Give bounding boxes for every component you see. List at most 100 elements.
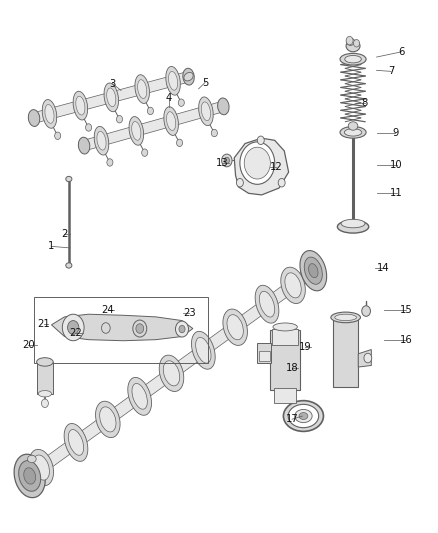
Circle shape [224, 157, 230, 164]
Circle shape [211, 130, 217, 137]
Circle shape [177, 139, 183, 147]
Ellipse shape [78, 137, 90, 154]
Circle shape [278, 179, 285, 187]
Circle shape [62, 314, 84, 341]
Text: 6: 6 [399, 47, 405, 56]
Ellipse shape [223, 309, 247, 345]
Text: 16: 16 [400, 335, 413, 345]
Ellipse shape [183, 68, 194, 85]
Text: 14: 14 [377, 263, 390, 272]
Circle shape [362, 306, 371, 317]
Circle shape [67, 320, 79, 334]
Circle shape [346, 36, 353, 45]
Text: 22: 22 [69, 328, 82, 338]
Text: 19: 19 [299, 342, 311, 352]
Circle shape [222, 154, 232, 167]
Text: 21: 21 [38, 319, 50, 329]
Circle shape [178, 99, 184, 107]
Circle shape [176, 321, 188, 337]
Ellipse shape [33, 455, 49, 480]
Ellipse shape [24, 468, 35, 484]
Text: 2: 2 [61, 229, 68, 239]
Text: 20: 20 [22, 340, 35, 350]
Ellipse shape [28, 455, 36, 463]
Ellipse shape [29, 449, 53, 486]
Ellipse shape [99, 407, 116, 432]
Ellipse shape [273, 323, 297, 331]
Circle shape [102, 322, 110, 333]
Circle shape [141, 149, 148, 156]
Ellipse shape [191, 332, 215, 369]
Ellipse shape [184, 72, 193, 81]
Ellipse shape [68, 430, 84, 455]
Circle shape [136, 324, 144, 333]
Circle shape [364, 353, 372, 363]
Text: 23: 23 [183, 308, 196, 318]
Polygon shape [358, 350, 371, 367]
Polygon shape [28, 261, 321, 482]
Ellipse shape [97, 131, 106, 150]
Ellipse shape [340, 53, 366, 65]
Text: 10: 10 [390, 160, 403, 169]
Ellipse shape [201, 102, 211, 120]
Ellipse shape [42, 100, 57, 128]
Ellipse shape [19, 461, 41, 491]
Ellipse shape [159, 355, 184, 392]
Polygon shape [234, 138, 289, 195]
Ellipse shape [344, 128, 362, 136]
Ellipse shape [218, 98, 229, 115]
Text: 4: 4 [166, 93, 172, 103]
Circle shape [179, 325, 185, 333]
Ellipse shape [259, 292, 275, 317]
Text: 9: 9 [392, 128, 399, 138]
Circle shape [55, 132, 61, 140]
Text: 3: 3 [109, 78, 116, 88]
Ellipse shape [299, 413, 308, 419]
Circle shape [240, 142, 275, 184]
Text: 8: 8 [362, 98, 368, 108]
Ellipse shape [227, 314, 244, 340]
Circle shape [107, 159, 113, 166]
Circle shape [353, 39, 360, 47]
Ellipse shape [335, 314, 357, 320]
Ellipse shape [164, 107, 178, 135]
Ellipse shape [340, 126, 366, 138]
Ellipse shape [45, 104, 54, 123]
Ellipse shape [28, 110, 40, 126]
Ellipse shape [283, 401, 323, 431]
Ellipse shape [132, 122, 141, 140]
Ellipse shape [288, 405, 319, 427]
Bar [272, 329, 298, 345]
Ellipse shape [341, 219, 365, 228]
Ellipse shape [64, 424, 88, 462]
Ellipse shape [345, 55, 361, 63]
Bar [37, 362, 53, 394]
Circle shape [42, 399, 48, 408]
Ellipse shape [166, 112, 176, 131]
Ellipse shape [300, 251, 327, 291]
Circle shape [257, 136, 264, 144]
Bar [274, 388, 297, 403]
Ellipse shape [169, 71, 178, 90]
Text: 15: 15 [400, 305, 413, 315]
Ellipse shape [104, 83, 119, 112]
Ellipse shape [295, 409, 312, 423]
Ellipse shape [135, 75, 149, 103]
Ellipse shape [196, 337, 211, 363]
Circle shape [85, 124, 92, 131]
Ellipse shape [346, 40, 360, 52]
Ellipse shape [348, 122, 358, 130]
Ellipse shape [94, 126, 109, 155]
Circle shape [117, 116, 123, 123]
Bar [258, 351, 270, 361]
Polygon shape [83, 101, 224, 151]
Ellipse shape [309, 264, 318, 278]
Text: 18: 18 [286, 364, 298, 373]
Bar [34, 297, 208, 363]
Text: 12: 12 [270, 162, 283, 172]
Text: 7: 7 [388, 67, 394, 76]
Text: 11: 11 [390, 188, 403, 198]
Circle shape [147, 107, 153, 115]
Ellipse shape [76, 96, 85, 115]
Circle shape [244, 147, 270, 179]
